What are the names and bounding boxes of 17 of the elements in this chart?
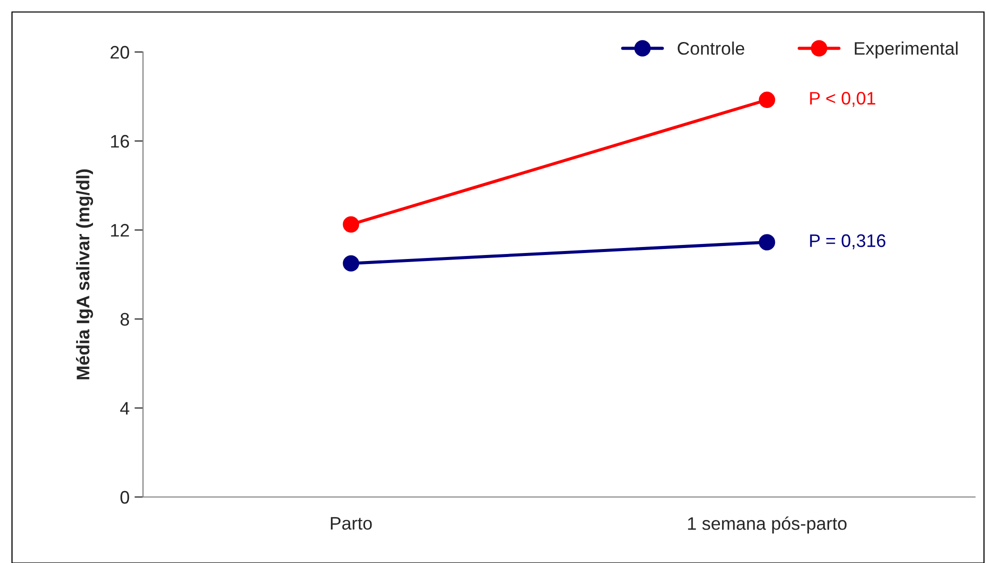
x-tick-label: Parto bbox=[330, 517, 372, 530]
point bbox=[758, 234, 776, 250]
annotation: P < 0,01 bbox=[810, 92, 876, 107]
y-tick-label: 8 bbox=[120, 312, 130, 326]
x-tick-label: 1 semana pós-parto bbox=[688, 516, 847, 534]
point bbox=[758, 92, 776, 108]
y-tick-label: 16 bbox=[111, 134, 130, 148]
y-tick-label: 12 bbox=[111, 224, 129, 237]
point bbox=[342, 255, 360, 272]
y-tick-label: 0 bbox=[120, 490, 130, 504]
y-axis-title: Média IgA salivar (mg/dl) bbox=[76, 169, 94, 380]
legend-label: Controle bbox=[678, 42, 744, 55]
legend-label: Experimental bbox=[854, 42, 958, 58]
point bbox=[342, 216, 360, 233]
annotation: P = 0,316 bbox=[810, 234, 886, 250]
y-tick-label: 20 bbox=[110, 46, 130, 59]
y-tick-label: 4 bbox=[120, 402, 130, 415]
